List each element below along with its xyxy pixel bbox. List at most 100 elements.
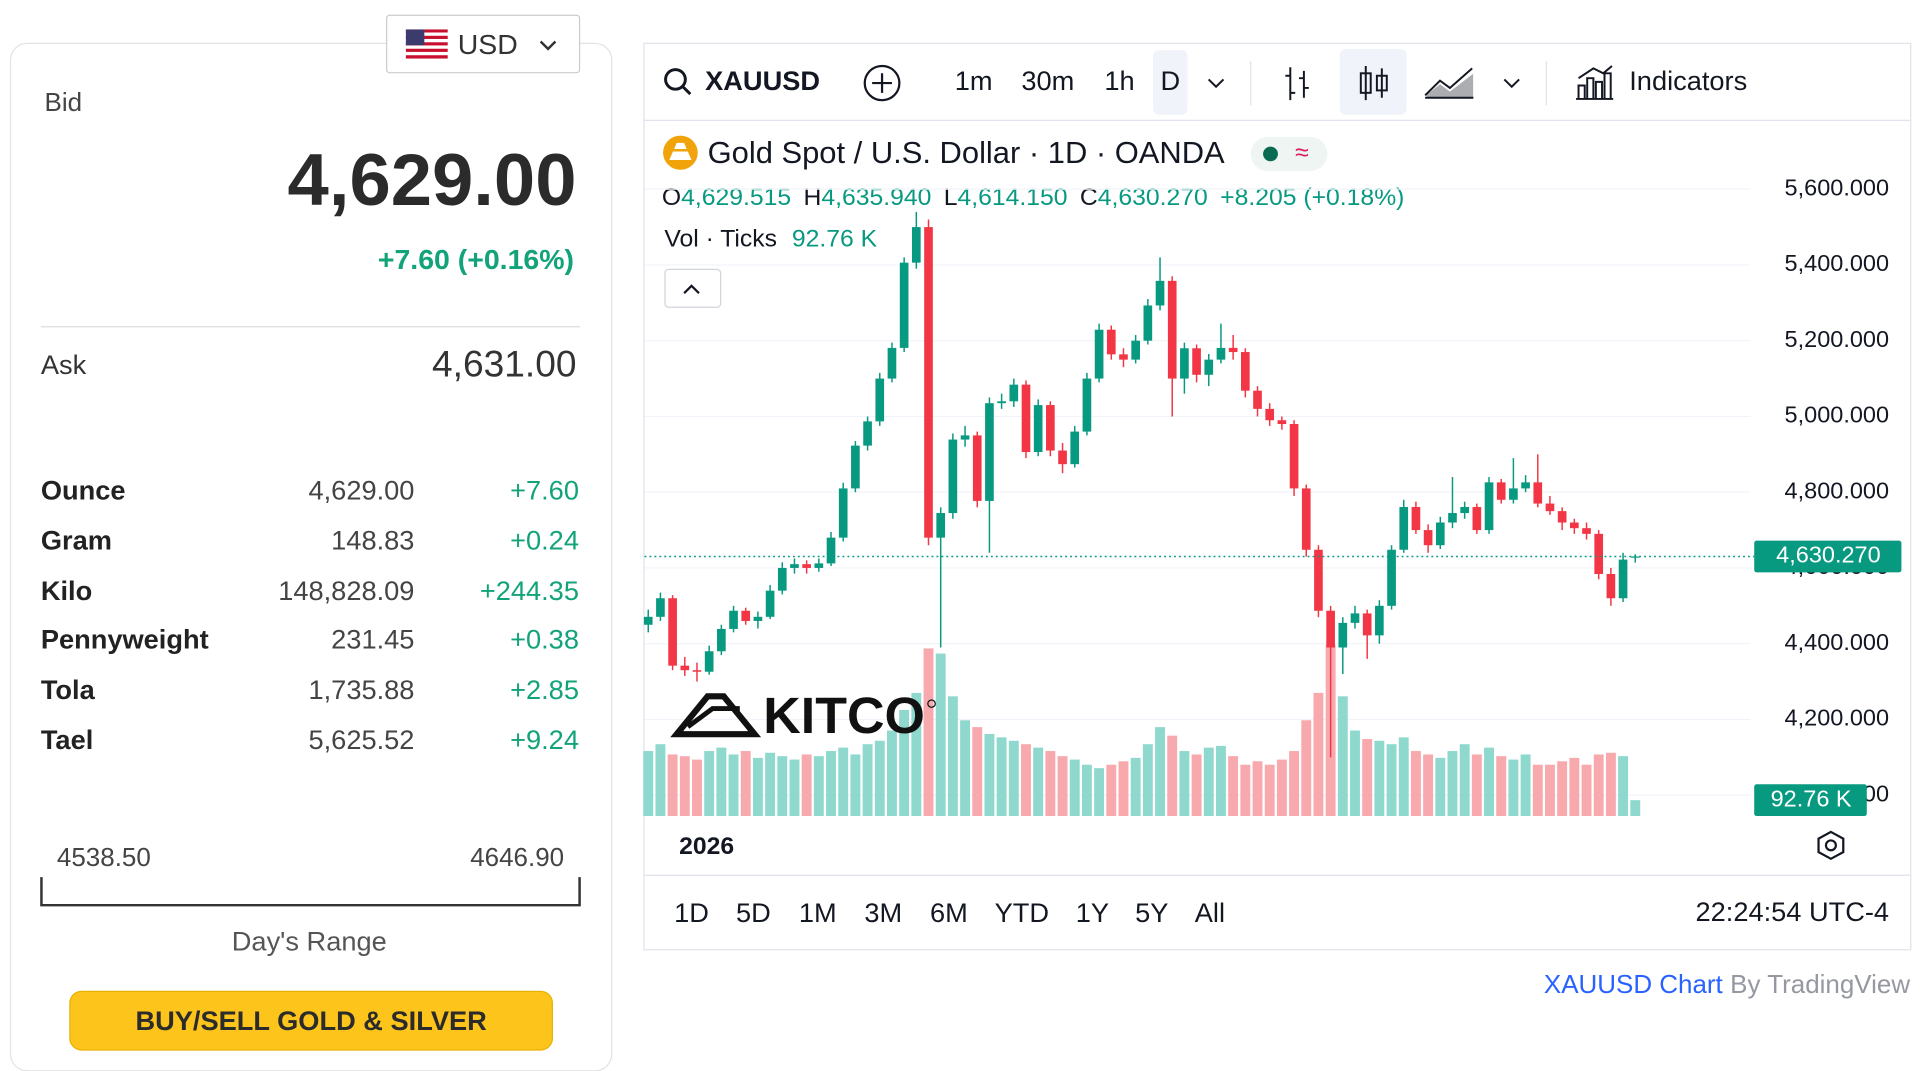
interval-menu[interactable] [1207,78,1225,89]
interval[interactable]: D [1160,66,1180,96]
unit-change: +0.24 [510,525,579,556]
volume-bar [716,747,727,817]
candle-body [741,610,751,621]
unit-price: 148.83 [331,525,415,556]
volume-bar [1350,730,1360,817]
ohlc-legend: O4,629.515 H4,635.940 L4,614.150 C4,630.270… [662,183,1405,210]
candle-body [826,537,836,564]
volume-bar [1167,735,1178,817]
unit-name: Pennyweight [40,624,209,656]
unit-change: +244.35 [479,574,579,606]
candle-body [1301,488,1311,550]
volume-bar [911,692,922,817]
volume-bar [1605,752,1616,817]
range-label: Day's Range [231,925,387,957]
volume-bar [813,756,824,817]
last-price-badge [1754,540,1902,573]
range-button[interactable]: 3M [864,898,902,928]
active-interval-bg [1152,50,1188,115]
area-style-icon[interactable] [1424,67,1474,99]
candle-body [1557,511,1567,523]
range-bar [40,877,581,907]
volume-bar [704,751,715,817]
volume-bar [801,754,812,817]
candle-body [1375,605,1384,636]
candle-body [1362,613,1372,636]
candle-body [948,439,958,514]
volume-bar [899,709,910,817]
volume-bar [960,720,971,817]
chevron [539,40,557,51]
compare-button[interactable] [863,64,901,102]
symbol: XAUUSD [705,66,820,96]
interval[interactable]: 1m [955,66,993,96]
bid-price: 4,629.00 [287,139,577,222]
candle-body [1545,503,1555,512]
candle-body [1046,405,1055,451]
bar-style-icon[interactable] [1285,67,1309,101]
candle-body [729,610,738,629]
indicators-icon[interactable] [1576,65,1614,100]
style-menu[interactable] [1503,78,1520,89]
unit-name: Kilo [40,574,93,606]
ask-price: 4,631.00 [432,344,577,385]
delayed-icon: ≈ [1295,140,1309,167]
currency-select[interactable]: USD [385,14,581,74]
attribution: XAUUSD Chart By TradingView [1544,971,1911,999]
volume-bar [1276,759,1287,817]
settings-icon[interactable] [1817,830,1845,861]
volume-bar [1496,756,1507,817]
candle-body [643,616,653,625]
candle-body [1070,431,1080,465]
candle-style-active[interactable] [1339,48,1407,115]
indicators[interactable]: Indicators [1629,66,1747,96]
volume-bar [1337,696,1348,817]
candle-body [777,567,787,591]
volume-bar [1179,751,1190,817]
volume-bar [826,751,836,817]
range-button[interactable]: 5D [736,898,771,928]
range-button[interactable]: 6M [930,898,968,928]
unit-change: +7.60 [510,475,579,506]
candle-body [1399,506,1409,550]
candle-style-icon [1359,65,1388,101]
currency: USD [457,28,518,60]
range-button[interactable]: YTD [995,898,1049,928]
candle-body [765,590,775,617]
candle-body [1216,347,1226,360]
volume-value: 92.76 K [792,225,878,252]
watermark: KITCO [763,686,925,744]
collapse-button[interactable] [664,268,722,308]
range-button[interactable]: 1D [674,898,709,928]
y-tick-label: 5,400.000 [1785,250,1890,276]
candle-body [1350,613,1360,623]
candle-body [1058,450,1067,465]
candle-body [717,628,726,652]
volume-bar [1569,757,1580,817]
candle-body [1472,506,1482,531]
range-button[interactable]: All [1195,898,1225,928]
attribution-link[interactable]: XAUUSD Chart [1544,971,1723,999]
range-button[interactable]: 5Y [1135,898,1168,928]
candle-body [1606,574,1616,599]
us-flag [405,29,448,59]
search-icon[interactable] [664,68,692,96]
volume-bar [947,696,958,817]
candle-body [1009,384,1019,402]
candle-body [851,445,860,489]
range-button[interactable]: 1Y [1076,898,1109,928]
chart-title: Gold Spot / U.S. Dollar · 1D · OANDA [708,135,1226,170]
interval[interactable]: 1h [1104,66,1134,96]
candle-body [887,347,897,379]
buy-sell-button[interactable]: BUY/SELL GOLD & SILVER [69,990,553,1051]
interval[interactable]: 30m [1021,66,1074,96]
candle-body [1411,506,1421,531]
candle-body [814,563,824,568]
candle-body [863,421,872,446]
range-button[interactable]: 1M [799,898,837,928]
volume-bar [1423,754,1434,817]
symbol-box[interactable]: XAUUSD [705,66,820,96]
volume-bar [1581,764,1592,817]
unit-name: Tola [40,674,95,706]
y-tick-label: 4,800.000 [1785,477,1890,503]
